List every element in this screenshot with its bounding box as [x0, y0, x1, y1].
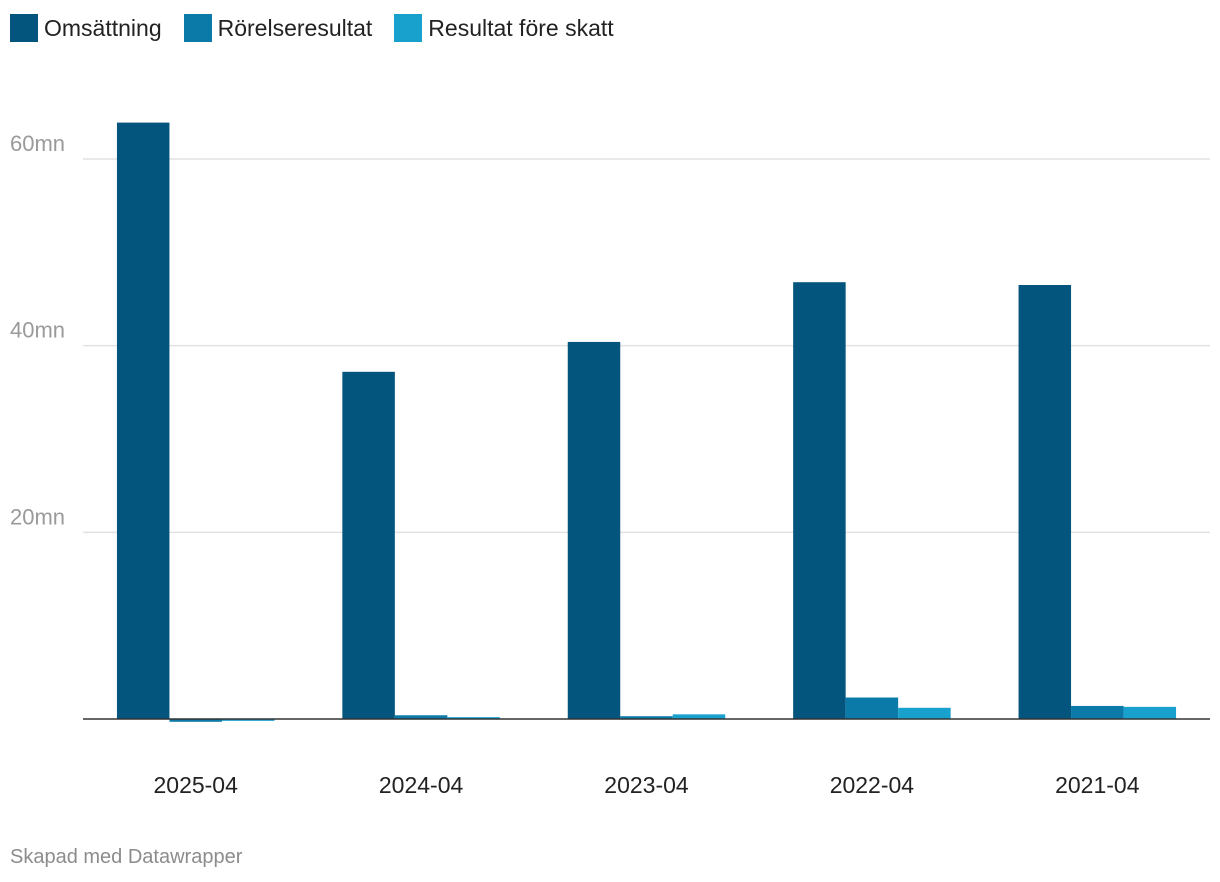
- chart-legend: Omsättning Rörelseresultat Resultat före s…: [10, 13, 614, 43]
- y-axis-labels: 20mn 40mn 60mn: [10, 131, 65, 529]
- bar: [793, 282, 846, 719]
- footer-credit[interactable]: Skapad med Datawrapper: [10, 846, 243, 868]
- legend-label: Omsättning: [44, 14, 162, 41]
- bar: [394, 715, 448, 719]
- bar: [116, 122, 170, 720]
- legend-label: Rörelseresultat: [217, 14, 373, 41]
- bar: [1071, 705, 1124, 719]
- bar: [447, 717, 500, 719]
- bar: [672, 714, 726, 719]
- legend-label: Resultat före skatt: [428, 14, 614, 41]
- legend-item: Resultat före skatt: [394, 14, 614, 42]
- bar: [221, 719, 275, 721]
- y-tick-label: 20mn: [10, 504, 65, 529]
- bar: [845, 697, 899, 719]
- legend-item: Omsättning: [10, 14, 162, 42]
- bar: [620, 716, 673, 719]
- x-tick-label: 2022-04: [830, 772, 915, 798]
- x-tick-label: 2021-04: [1055, 772, 1140, 798]
- x-tick-label: 2023-04: [604, 772, 689, 798]
- bar: [169, 719, 222, 722]
- bar: [898, 707, 951, 719]
- bar: [567, 341, 621, 719]
- x-tick-label: 2024-04: [379, 772, 464, 798]
- legend-item: Rörelseresultat: [183, 14, 373, 42]
- legend-swatch: [394, 14, 423, 42]
- x-axis-labels: 2025-04 2024-04 2023-04 2022-04 2021-04: [153, 772, 1139, 798]
- bar: [342, 371, 395, 719]
- legend-swatch: [10, 14, 38, 42]
- bar-chart: 20mn 40mn 60mn 2025-04 2024-04 2023-04 2022-0…: [10, 122, 1210, 798]
- bar: [1123, 706, 1177, 719]
- bar-group: [116, 122, 1177, 722]
- y-tick-label: 40mn: [10, 318, 65, 343]
- x-tick-label: 2025-04: [153, 772, 238, 798]
- legend-swatch: [183, 14, 212, 42]
- bar: [1018, 285, 1072, 719]
- y-tick-label: 60mn: [10, 131, 65, 156]
